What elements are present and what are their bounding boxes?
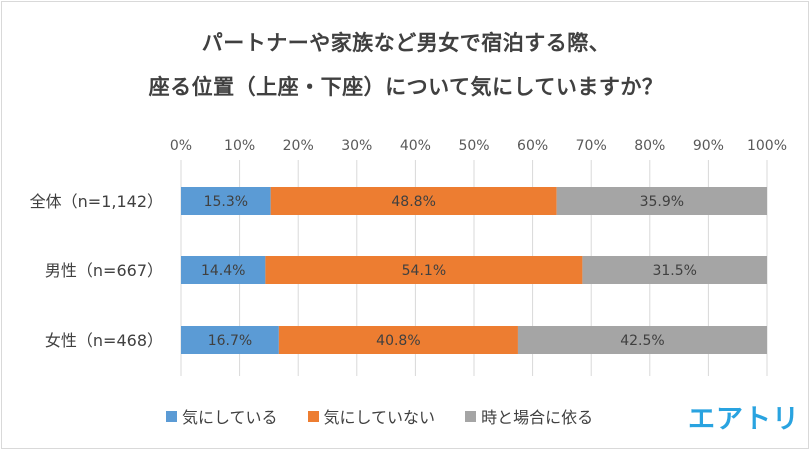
legend-label-0: 気にしている — [182, 408, 278, 427]
data-label-2-2: 42.5% — [620, 333, 664, 349]
x-tick-label-1: 10% — [224, 138, 255, 154]
legend-label-1: 気にしていない — [323, 408, 436, 427]
category-label-1: 男性（n=667） — [45, 261, 163, 280]
data-label-1-0: 14.4% — [201, 263, 245, 279]
bar-2-1 — [278, 326, 518, 354]
data-label-0-0: 15.3% — [204, 194, 248, 210]
bar-1-2 — [582, 256, 767, 284]
bar-2-0 — [181, 326, 279, 354]
category-label-2: 女性（n=468） — [45, 331, 163, 350]
bar-1-1 — [265, 256, 583, 284]
data-label-1-2: 31.5% — [652, 263, 696, 279]
brand-logo: エアトリ — [688, 404, 800, 435]
x-tick-label-3: 30% — [341, 138, 372, 154]
legend-item-0: 気にしている — [166, 404, 278, 428]
bar-0-1 — [270, 187, 557, 215]
legend-item-1: 気にしていない — [307, 404, 436, 428]
legend-swatch-1 — [307, 410, 319, 422]
x-tick-label-7: 70% — [576, 138, 607, 154]
bar-0-0 — [181, 187, 271, 215]
x-tick-label-0: 0% — [170, 138, 192, 154]
data-label-0-1: 48.8% — [391, 194, 435, 210]
chart-title-line-1: パートナーや家族など男女で宿泊する際、 — [201, 31, 611, 55]
x-tick-label-10: 100% — [747, 138, 787, 154]
data-labels: 15.3% 48.8% 35.9% 14.4% 54.1% 31.5% 16.7% 40.8%… — [201, 194, 697, 349]
bars — [181, 187, 767, 354]
x-tick-labels: 0% 10% 20% 30% 40% 50% 60% 70% 80% 90% 100% — [170, 138, 787, 154]
x-tick-label-4: 40% — [400, 138, 431, 154]
bar-1-0 — [181, 256, 266, 284]
legend-swatch-0 — [166, 410, 177, 422]
legend-item-2: 時と場合に依る — [465, 404, 593, 428]
bar-2-2 — [517, 326, 767, 354]
legend: 気にしている 気にしていない 時と場合に依る — [166, 404, 623, 428]
data-label-2-0: 16.7% — [208, 333, 252, 349]
chart-title-line-2: 座る位置（上座・下座）について気にしていますか？ — [148, 75, 664, 99]
bar-0-2 — [556, 187, 767, 215]
x-tick-label-6: 60% — [517, 138, 548, 154]
category-labels: 全体（n=1,142） 男性（n=667） 女性（n=468） — [30, 192, 163, 350]
x-tick-label-9: 90% — [693, 138, 724, 154]
legend-swatch-2 — [465, 410, 477, 422]
x-tick-label-2: 20% — [283, 138, 314, 154]
x-tick-label-8: 80% — [634, 138, 665, 154]
data-label-2-1: 40.8% — [376, 333, 420, 349]
category-label-0: 全体（n=1,142） — [30, 192, 163, 211]
data-label-0-2: 35.9% — [640, 194, 684, 210]
data-label-1-1: 54.1% — [402, 263, 446, 279]
x-tick-label-5: 50% — [458, 138, 489, 154]
legend-label-2: 時と場合に依る — [481, 408, 594, 427]
